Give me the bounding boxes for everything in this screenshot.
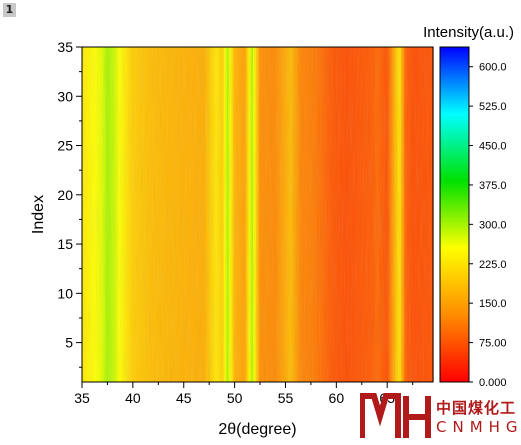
panel-label: 1 <box>3 3 16 17</box>
colorbar-tick-label: 600.0 <box>479 62 507 74</box>
y-tick-label: 5 <box>65 335 73 351</box>
y-axis: 5 10 15 20 25 30 35 <box>57 39 82 368</box>
y-axis-label: Index <box>30 195 47 234</box>
colorbar <box>439 46 470 383</box>
colorbar-tick-label: 375.0 <box>479 180 507 192</box>
colorbar-title: Intensity(a.u.) <box>423 24 514 41</box>
x-tick-label: 60 <box>329 390 345 406</box>
colorbar-tick-label: 0.000 <box>479 377 507 389</box>
colorbar-tick-label: 150.0 <box>479 298 507 310</box>
x-axis-label: 2θ(degree) <box>218 421 296 438</box>
colorbar-tick-label: 225.0 <box>479 259 507 271</box>
colorbar-tick-label: 525.0 <box>479 101 507 113</box>
y-tick-label: 25 <box>57 138 73 154</box>
y-tick-label: 15 <box>57 236 73 252</box>
x-tick-label: 55 <box>278 390 294 406</box>
watermark-chinese: 中国煤化工 <box>436 399 517 417</box>
y-tick-label: 10 <box>57 285 73 301</box>
y-tick-label: 35 <box>57 39 73 55</box>
y-tick-label: 30 <box>57 88 73 104</box>
watermark-logo <box>360 393 431 438</box>
plot-frame <box>81 46 434 383</box>
watermark-english: CNMHG <box>436 418 521 436</box>
x-tick-label: 40 <box>125 390 141 406</box>
x-tick-label: 35 <box>74 390 90 406</box>
heatmap-texture <box>82 47 433 382</box>
colorbar-tick-label: 450.0 <box>479 141 507 153</box>
x-tick-label: 50 <box>227 390 243 406</box>
y-tick-label: 20 <box>57 187 73 203</box>
colorbar-tick-label: 300.0 <box>479 219 507 231</box>
colorbar-ticks: 0.000 75.00 150.0 225.0 300.0 375.0 450.0 525.0… <box>469 62 507 389</box>
x-tick-label: 45 <box>176 390 192 406</box>
colorbar-tick-label: 75.00 <box>479 338 507 350</box>
